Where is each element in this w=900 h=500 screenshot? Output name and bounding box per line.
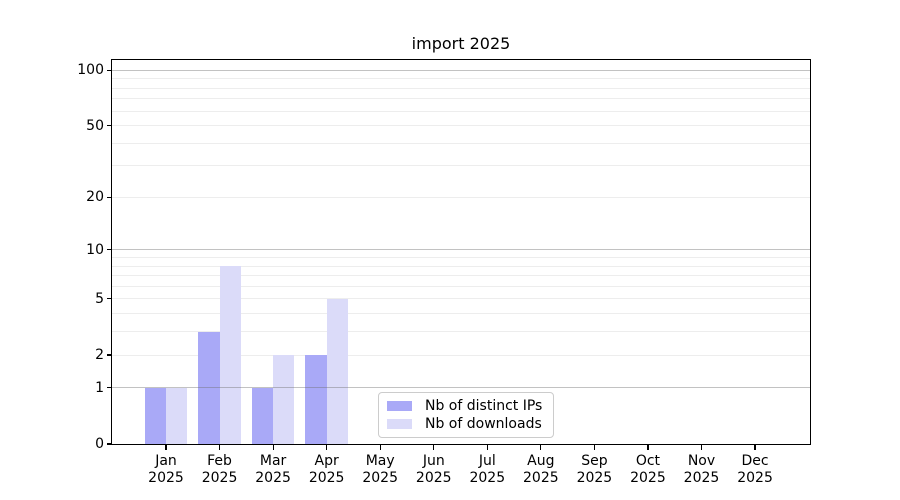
x-tick-mark (754, 445, 756, 450)
y-tick-mark (107, 443, 112, 445)
bar-downloads-apr (326, 298, 349, 444)
x-tick-mark (593, 445, 595, 450)
y-tick-label: 100 (77, 62, 104, 79)
x-tick-mark (379, 445, 381, 450)
legend-row-distinct-ips: Nb of distinct IPs (387, 398, 542, 414)
x-tick-label: May 2025 (348, 453, 412, 487)
x-tick-year: 2025 (523, 470, 559, 486)
y-gridline-minor (112, 331, 810, 333)
legend-label-downloads: Nb of downloads (425, 416, 542, 432)
x-tick-year: 2025 (415, 470, 452, 486)
y-gridline-minor (112, 298, 810, 300)
legend-label-distinct-ips: Nb of distinct IPs (425, 398, 543, 414)
legend-row-downloads: Nb of downloads (387, 416, 542, 432)
y-gridline-minor (112, 285, 810, 287)
y-tick-mark (107, 354, 112, 356)
y-tick-label: 5 (95, 290, 104, 307)
x-tick-mark (272, 445, 274, 450)
y-gridline-minor (112, 165, 810, 167)
x-tick-label: Jun 2025 (402, 453, 466, 487)
plot-area (112, 60, 810, 444)
x-tick-year: 2025 (201, 470, 238, 486)
x-tick-label: Jan 2025 (134, 453, 198, 487)
chart-title: import 2025 (411, 34, 511, 53)
y-gridline-minor (112, 110, 810, 112)
x-tick-mark (647, 445, 649, 450)
x-tick-label: Oct 2025 (616, 453, 680, 487)
y-gridline-minor (112, 142, 810, 144)
bar-distinct-ips-feb (198, 331, 220, 444)
x-tick-mark (218, 445, 221, 450)
x-tick-label: Mar 2025 (241, 453, 305, 487)
x-tick-mark (486, 445, 488, 450)
bar-downloads-mar (273, 355, 295, 444)
x-tick-label: Aug 2025 (509, 453, 573, 487)
x-tick-label: Sep 2025 (562, 453, 626, 487)
y-gridline-major (112, 249, 810, 251)
y-gridline-minor (112, 78, 810, 80)
y-gridline-minor (112, 313, 810, 315)
x-tick-mark (433, 445, 435, 450)
x-tick-year: 2025 (683, 470, 720, 486)
y-gridline-minor (112, 275, 810, 277)
bar-downloads-feb (219, 266, 241, 444)
y-tick-mark (107, 69, 112, 71)
x-tick-label: Nov 2025 (670, 453, 734, 487)
y-tick-mark (107, 196, 112, 198)
y-gridline-minor (112, 98, 810, 100)
x-tick-mark (165, 445, 167, 450)
x-tick-year: 2025 (469, 470, 506, 486)
y-tick-label: 50 (86, 117, 104, 134)
y-tick-label: 10 (86, 241, 104, 258)
x-tick-label: Jul 2025 (455, 453, 519, 487)
legend-swatch-distinct-ips (387, 401, 412, 411)
legend-swatch-downloads (387, 419, 412, 429)
y-gridline-major (112, 387, 810, 389)
y-tick-mark (107, 124, 112, 127)
x-tick-year: 2025 (630, 470, 666, 486)
y-tick-mark (107, 298, 112, 300)
y-gridline-minor (112, 125, 810, 127)
y-gridline-minor (112, 265, 810, 267)
x-tick-year: 2025 (255, 470, 291, 486)
x-tick-year: 2025 (576, 470, 613, 486)
y-gridline-minor (112, 196, 810, 198)
y-gridline-major (112, 69, 810, 71)
x-tick-mark (540, 445, 542, 450)
y-tick-mark (107, 249, 112, 251)
x-tick-label: Apr 2025 (295, 453, 359, 487)
y-gridline-minor (112, 87, 810, 89)
x-tick-mark (326, 445, 328, 450)
bar-downloads-jan (166, 387, 188, 444)
y-tick-label: 0 (95, 436, 104, 452)
x-tick-label: Dec 2025 (723, 453, 787, 487)
x-tick-year: 2025 (737, 470, 773, 486)
x-tick-year: 2025 (362, 470, 398, 486)
bar-distinct-ips-apr (305, 355, 327, 444)
y-tick-label: 1 (95, 379, 104, 396)
y-tick-mark (107, 387, 112, 389)
x-tick-label: Feb 2025 (188, 453, 252, 487)
legend: Nb of distinct IPs Nb of downloads (378, 392, 555, 438)
y-gridline-minor (112, 354, 810, 356)
x-tick-mark (700, 445, 703, 450)
bar-distinct-ips-mar (251, 387, 274, 444)
x-tick-year: 2025 (308, 470, 345, 486)
x-tick-year: 2025 (148, 470, 184, 486)
y-tick-label: 20 (86, 189, 104, 206)
bar-distinct-ips-jan (144, 387, 166, 444)
y-gridline-minor (112, 257, 810, 258)
y-tick-label: 2 (95, 347, 104, 364)
